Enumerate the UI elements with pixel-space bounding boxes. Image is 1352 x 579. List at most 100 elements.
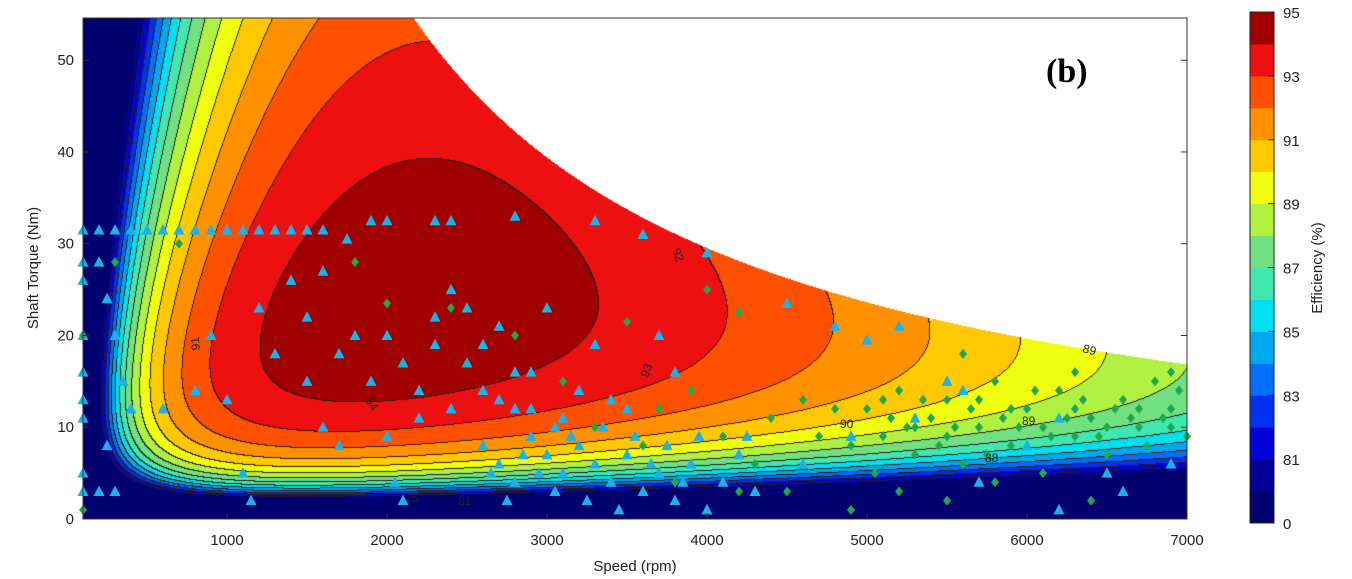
- triangle-point: [741, 430, 753, 441]
- diamond-point: [1071, 431, 1079, 442]
- diamond-point: [1095, 431, 1103, 442]
- contour-label: 91: [188, 336, 203, 351]
- triangle-point: [205, 223, 217, 235]
- triangle-point: [1053, 412, 1065, 423]
- triangle-point: [237, 223, 249, 235]
- x-tick-label: 2000: [370, 532, 403, 549]
- triangle-point: [669, 366, 681, 377]
- triangle-point: [797, 457, 809, 469]
- diamond-point: [991, 477, 999, 488]
- triangle-point: [461, 357, 473, 368]
- triangle-point: [589, 457, 601, 469]
- y-tick-label: 30: [57, 236, 74, 253]
- diamond-point: [1047, 431, 1055, 442]
- colorbar-band: [1250, 459, 1274, 492]
- triangle-point: [509, 366, 521, 377]
- diamond-point: [991, 376, 999, 387]
- colorbar-band: [1250, 107, 1274, 141]
- diamond-point: [1103, 449, 1111, 460]
- colorbar-band: [1250, 395, 1274, 428]
- diamond-point: [951, 422, 959, 433]
- triangle-point: [317, 265, 329, 276]
- triangle-point: [485, 467, 497, 478]
- triangle-point: [477, 439, 489, 451]
- diamond-point: [847, 504, 855, 515]
- triangle-point: [141, 223, 153, 235]
- diamond-point: [511, 330, 519, 341]
- diamond-point: [1119, 394, 1127, 405]
- triangle-point: [541, 301, 553, 313]
- diamond-point: [751, 458, 759, 469]
- triangle-point: [285, 223, 297, 235]
- triangle-point: [109, 485, 121, 496]
- triangle-point: [957, 384, 969, 396]
- triangle-point: [677, 476, 689, 487]
- triangle-point: [693, 430, 705, 441]
- triangle-point: [557, 467, 569, 478]
- triangle-point: [333, 347, 345, 359]
- colorbar-band: [1250, 427, 1274, 460]
- diamond-point: [895, 385, 903, 396]
- diamond-point: [943, 495, 951, 506]
- triangle-point: [461, 301, 473, 313]
- triangle-point: [1053, 503, 1065, 515]
- diamond-point: [1031, 385, 1039, 396]
- triangle-point: [717, 476, 729, 487]
- colorbar-tick-label: 0: [1283, 516, 1291, 533]
- colorbar-tick-label: 91: [1283, 133, 1300, 150]
- triangle-point: [397, 494, 409, 506]
- diamond-point: [911, 422, 919, 433]
- colorbar-band: [1250, 267, 1274, 300]
- diamond-point: [447, 302, 455, 313]
- diamond-point: [351, 257, 359, 268]
- triangle-point: [541, 448, 553, 460]
- diamond-point: [111, 257, 119, 268]
- triangle-point: [973, 476, 985, 487]
- triangle-point: [621, 402, 633, 414]
- contour-label: 88: [985, 451, 999, 465]
- colorbar-band: [1250, 299, 1274, 332]
- triangle-point: [397, 357, 409, 368]
- triangle-point: [509, 476, 521, 487]
- triangle-point: [389, 476, 401, 487]
- triangle-point: [157, 402, 169, 414]
- triangle-point: [517, 448, 529, 460]
- triangle-point: [285, 274, 297, 285]
- diamond-point: [1079, 394, 1087, 405]
- triangle-point: [1101, 467, 1113, 478]
- diamond-point: [831, 403, 839, 414]
- y-tick-label: 10: [57, 419, 74, 436]
- diamond-point: [735, 486, 743, 497]
- diamond-point: [959, 458, 967, 469]
- colorbar-label: Efficiency (%): [1309, 222, 1326, 313]
- diamond-point: [1071, 403, 1079, 414]
- triangle-point: [493, 320, 505, 331]
- diamond-point: [1135, 422, 1143, 433]
- colorbar-tick-label: 87: [1283, 261, 1300, 278]
- x-tick-label: 3000: [530, 532, 563, 549]
- diamond-point: [1103, 422, 1111, 433]
- diamond-point: [655, 403, 663, 414]
- diamond-point: [975, 422, 983, 433]
- triangle-point: [301, 311, 313, 322]
- triangle-point: [189, 384, 201, 396]
- triangle-point: [333, 439, 345, 451]
- triangle-point: [1117, 485, 1129, 496]
- diamond-point: [1087, 413, 1095, 424]
- diamond-point: [767, 413, 775, 424]
- colorbar-band: [1250, 139, 1274, 173]
- diamond-point: [1039, 422, 1047, 433]
- triangle-point: [637, 228, 649, 240]
- diamond-point: [1063, 413, 1071, 424]
- diamond-point: [383, 298, 391, 309]
- colorbar-band: [1250, 12, 1274, 45]
- colorbar-band: [1250, 491, 1274, 524]
- diamond-point: [1167, 367, 1175, 378]
- triangle-point: [253, 301, 265, 313]
- diamond-point: [983, 449, 991, 460]
- triangle-point: [509, 210, 521, 221]
- triangle-point: [669, 494, 681, 506]
- diamond-point: [879, 431, 887, 442]
- triangle-point: [413, 412, 425, 423]
